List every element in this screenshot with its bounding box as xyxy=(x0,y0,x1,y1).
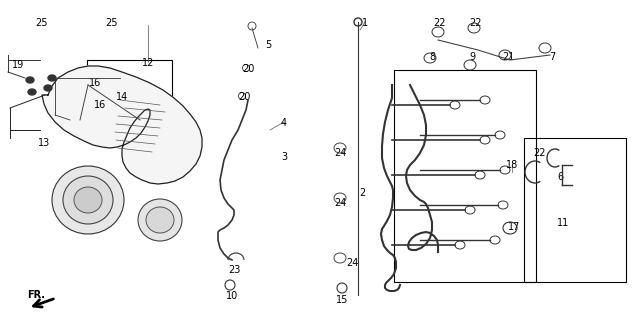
Text: 14: 14 xyxy=(116,92,128,102)
Text: 24: 24 xyxy=(346,258,358,268)
Text: 20: 20 xyxy=(242,64,254,74)
Text: 22: 22 xyxy=(434,18,446,28)
Text: 16: 16 xyxy=(89,78,101,88)
Text: 22: 22 xyxy=(470,18,482,28)
Text: 6: 6 xyxy=(557,172,563,182)
Text: 9: 9 xyxy=(469,52,475,62)
Text: 19: 19 xyxy=(12,60,24,70)
Text: 12: 12 xyxy=(142,58,154,68)
Text: 4: 4 xyxy=(281,118,287,128)
Bar xyxy=(524,138,626,282)
Ellipse shape xyxy=(146,207,174,233)
Text: 24: 24 xyxy=(334,198,346,208)
Text: 10: 10 xyxy=(226,291,238,301)
Text: 7: 7 xyxy=(549,52,555,62)
Ellipse shape xyxy=(44,85,52,91)
Text: 1: 1 xyxy=(362,18,368,28)
Text: 20: 20 xyxy=(238,92,250,102)
Text: 21: 21 xyxy=(502,52,514,62)
Ellipse shape xyxy=(74,187,102,213)
Text: 23: 23 xyxy=(228,265,240,275)
Text: 25: 25 xyxy=(105,18,118,28)
Ellipse shape xyxy=(26,77,34,83)
Text: 8: 8 xyxy=(429,52,435,62)
Text: 17: 17 xyxy=(508,222,520,232)
Text: 13: 13 xyxy=(38,138,50,148)
Text: 22: 22 xyxy=(534,148,546,158)
Bar xyxy=(87,60,172,118)
Text: 3: 3 xyxy=(281,152,287,162)
Polygon shape xyxy=(42,66,202,184)
Text: 5: 5 xyxy=(265,40,271,50)
Text: 25: 25 xyxy=(36,18,49,28)
Text: 15: 15 xyxy=(336,295,348,305)
Text: 16: 16 xyxy=(94,100,106,110)
Ellipse shape xyxy=(28,89,36,95)
Bar xyxy=(394,70,536,282)
Ellipse shape xyxy=(48,75,56,81)
Text: 11: 11 xyxy=(557,218,569,228)
Text: 2: 2 xyxy=(359,188,365,198)
Ellipse shape xyxy=(52,166,124,234)
Text: FR.: FR. xyxy=(27,290,45,300)
Ellipse shape xyxy=(63,176,113,224)
Ellipse shape xyxy=(138,199,182,241)
Text: 24: 24 xyxy=(334,148,346,158)
Text: 18: 18 xyxy=(506,160,518,170)
